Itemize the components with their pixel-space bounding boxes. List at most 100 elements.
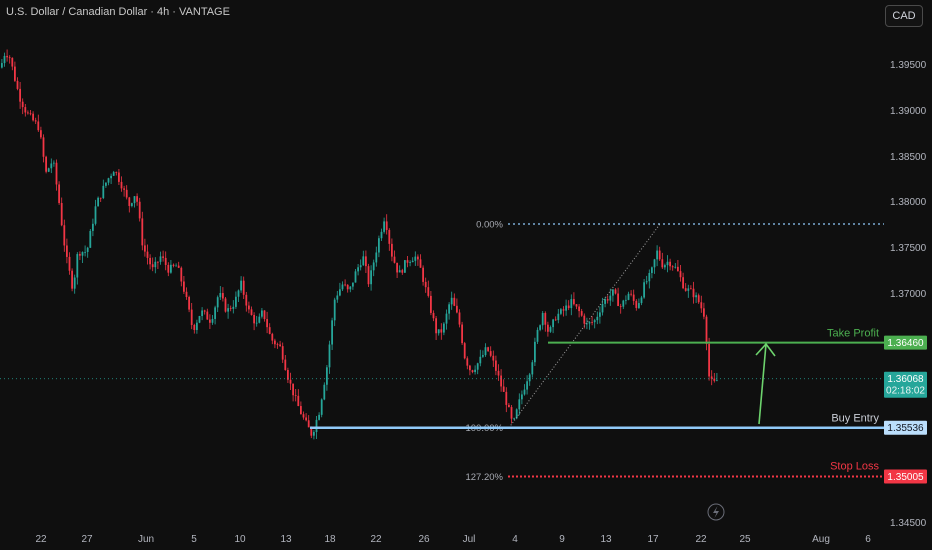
candle-up [211,318,214,323]
candle-down [63,225,66,246]
candle-up [640,297,643,304]
candle-down [302,414,305,418]
lightning-icon[interactable] [707,503,725,521]
price-axis[interactable]: 1.39500 1.39000 1.38500 1.38000 1.37500 1.370… [890,60,927,529]
price-tick-label: 1.34500 [890,518,927,529]
candle-up [411,260,414,263]
candle-down [632,294,635,301]
candle-down [11,57,14,67]
candle-up [674,266,677,268]
candle-up [404,260,406,273]
candle-down [661,259,664,268]
candle-down [279,344,281,347]
candle-down [635,300,638,308]
candle-up [102,185,105,199]
candle-up [482,355,484,357]
candle-down [250,309,253,315]
candle-down [487,347,489,352]
candle-up [349,286,352,290]
candle-up [541,313,544,326]
candle-down [310,427,313,436]
stop-loss-label: Stop Loss [830,461,879,473]
time-axis[interactable]: 22 27 Jun 5 10 13 18 22 26 Jul 4 9 13 17 22 25 Aug 6 [35,534,871,545]
time-tick-label: 18 [324,534,336,545]
candle-down [505,391,508,405]
candle-up [107,178,110,183]
candle-up [89,230,92,248]
candle-up [53,162,55,164]
candle-up [81,252,84,256]
candle-up [175,265,177,267]
svg-text:1.36068: 1.36068 [887,374,924,385]
candle-down [684,288,687,291]
candle-up [92,223,94,231]
candle-down [300,406,302,415]
candle-up [601,303,604,313]
candle-down [396,262,398,273]
candle-down [284,359,287,371]
candle-down [344,284,346,286]
candle-down [466,358,469,366]
candle-up [474,369,476,373]
candle-down [222,293,224,299]
candle-down [224,298,227,312]
candle-down [203,310,206,312]
take-profit-label: Take Profit [827,328,879,340]
candle-down [66,245,68,257]
candle-down [463,343,466,359]
candle-up [560,309,562,314]
candle-up [110,175,112,179]
candle-down [669,261,671,267]
candle-up [240,280,242,291]
candle-down [115,172,118,173]
candle-down [690,288,692,290]
candle-up [131,203,133,206]
candle-up [612,289,614,296]
candle-down [60,202,63,226]
time-tick-label: 22 [695,534,707,545]
candle-up [261,310,263,317]
candle-up [84,251,86,253]
candle-down [453,297,456,306]
candle-up [372,262,375,271]
candle-up [539,325,541,330]
candle-down [21,101,24,108]
candle-up [523,389,526,395]
candle-down [136,196,138,202]
candle-down [401,270,404,273]
candle-down [68,256,71,271]
candle-up [258,316,261,323]
candle-up [339,289,341,296]
candle-down [245,294,248,306]
candle-down [144,245,146,252]
candle-down [123,188,125,190]
currency-button[interactable]: CAD [885,5,923,27]
candle-up [534,341,536,363]
candle-down [391,243,393,257]
candle-down [6,55,8,58]
price-tick-label: 1.39000 [890,106,927,117]
candle-up [513,418,515,420]
candle-up [328,344,331,368]
candle-down [209,319,211,323]
svg-text:1.35005: 1.35005 [887,472,924,483]
candle-down [266,319,268,328]
candle-down [583,315,586,324]
current-price-badge: 1.36068 02:18:02 [884,371,927,398]
candle-down [14,66,16,81]
candle-down [677,266,679,272]
candle-up [609,295,612,301]
candle-down [297,395,300,407]
candle-down [440,329,443,333]
candle-up [105,182,107,186]
candle-down [40,130,42,138]
candle-up [448,304,450,314]
fib-0-label: 0.00% [476,220,503,231]
stop-loss-badge: 1.35005 [884,469,927,484]
time-tick-label: Jul [463,534,476,545]
candle-up [216,297,219,308]
candle-down [492,355,495,361]
svg-text:02:18:02: 02:18:02 [886,386,925,397]
candle-down [567,305,570,309]
